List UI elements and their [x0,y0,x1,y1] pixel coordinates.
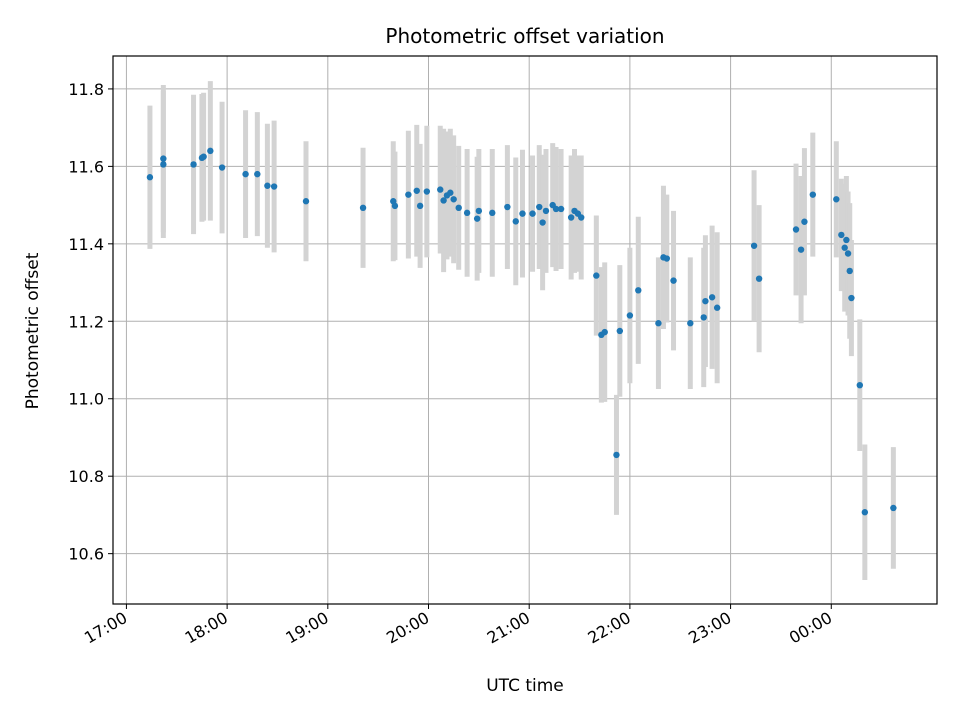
y-axis-ticks: 10.6 10.8 11.0 11.2 11.4 11.6 11.8 [68,80,113,564]
data-point [635,287,642,294]
data-point [218,164,226,171]
data-point [359,204,367,212]
data-point [475,207,483,215]
data-point [512,218,519,225]
data-point [160,161,167,168]
data-point [391,202,399,210]
data-point [750,242,758,249]
data-point [160,155,167,162]
y-tick-label: 11.4 [68,235,104,254]
data-point [473,215,481,222]
data-point [447,189,454,196]
data-point [626,312,634,319]
data-point [450,196,457,203]
data-point [413,187,420,194]
data-point [801,218,808,225]
data-point [861,509,869,516]
data-point [519,210,526,217]
plot-frame [112,55,938,605]
data-point [702,297,709,305]
y-tick-label: 11.6 [68,157,104,176]
data-point [254,170,261,178]
data-point [856,381,864,389]
y-axis-title: Photometric offset [23,252,43,409]
data-points [146,147,897,516]
data-point [405,191,412,198]
data-point [833,196,840,203]
x-axis-title: UTC time [486,676,564,696]
data-point [843,236,850,244]
data-point [687,320,694,327]
data-point [616,327,624,335]
data-point [536,203,543,211]
y-tick-label: 11.2 [68,312,104,331]
data-point [593,272,600,279]
data-point [190,161,197,168]
data-point [755,275,763,282]
data-point [489,209,496,217]
data-point [504,203,511,211]
y-tick-label: 10.8 [68,467,104,486]
data-point [890,504,897,512]
data-point [838,231,845,239]
data-point [423,188,431,195]
data-point [302,198,310,205]
data-point [713,304,721,311]
data-point [655,320,662,327]
data-point [455,204,462,212]
data-point [846,267,853,275]
chart-title: Photometric offset variation [385,24,664,48]
data-point [663,255,671,262]
data-point [542,207,550,215]
data-point [792,226,800,233]
data-point [841,244,848,251]
data-point [463,209,471,217]
data-point [146,174,154,181]
data-point [270,183,278,190]
data-point [207,147,214,155]
y-tick-label: 11.0 [68,390,104,409]
data-point [567,214,575,221]
data-point [440,197,447,204]
data-point [700,314,707,321]
data-point [670,277,677,284]
data-point [242,170,249,178]
y-tick-label: 10.6 [68,545,104,564]
data-point [557,205,565,213]
data-point [809,191,817,198]
data-point [601,328,608,336]
data-point [844,250,852,257]
data-point [708,294,716,301]
data-point [848,294,855,302]
data-point [539,219,546,226]
data-point [200,153,207,160]
data-point [416,202,424,210]
data-point [578,214,585,221]
data-point [437,186,444,193]
data-point [552,205,560,213]
y-tick-label: 11.8 [68,80,104,99]
data-point [264,182,271,189]
data-point [529,210,536,217]
data-point [613,451,620,459]
data-point [797,246,805,253]
